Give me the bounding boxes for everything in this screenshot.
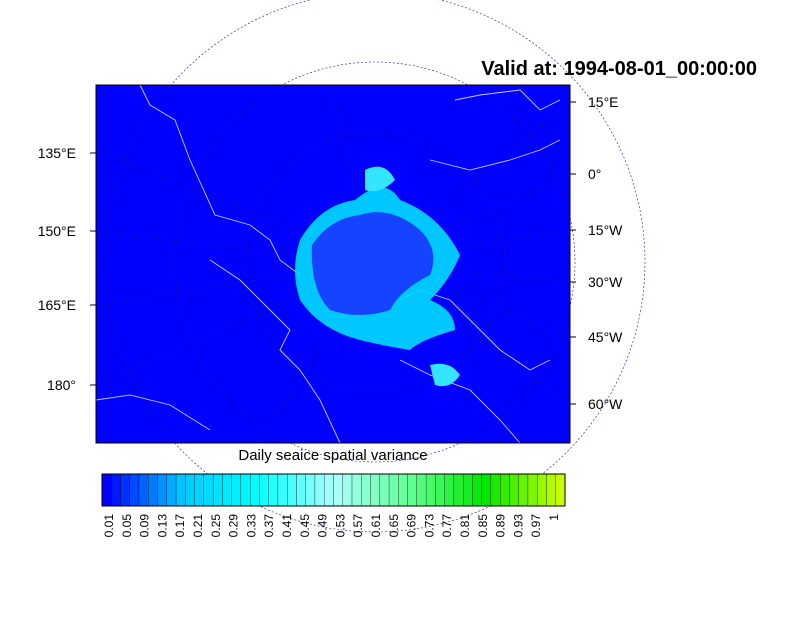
colorbar-box [111,473,121,507]
colorbar-box [388,473,399,507]
colorbar-box [444,473,455,507]
colorbar-frame [101,473,566,507]
right-label: 45°W [588,329,623,345]
colorbar-label: 0.41 [280,514,294,538]
map-frame [95,84,571,444]
right-label: 15°W [588,222,623,238]
colorbar-box [231,473,242,507]
colorbar-box [203,473,214,507]
right-label: 0° [588,166,601,182]
colorbar-box [268,473,279,507]
colorbar-label: 0.37 [262,514,276,538]
left-label: 165°E [38,297,76,313]
left-label: 180° [47,377,76,393]
colorbar: 0.01 0.05 0.09 0.13 0.17 0.21 0.25 0.29 0.33 0.37… [101,473,566,538]
colorbar-box [416,473,427,507]
colorbar-label: 0.45 [298,514,312,538]
colorbar-box [212,473,223,507]
colorbar-label: 0.25 [209,514,223,538]
colorbar-box [101,473,112,507]
colorbar-label: 0.61 [369,514,383,538]
colorbar-label: 0.09 [138,514,152,538]
colorbar-box [175,473,186,507]
right-label: 15°E [588,94,619,110]
colorbar-box [250,473,260,507]
colorbar-box [342,473,353,507]
colorbar-box [351,473,362,507]
colorbar-label: 0.73 [422,514,436,538]
colorbar-box [324,473,334,507]
colorbar-label: 0.13 [155,514,169,538]
colorbar-box [194,473,205,507]
right-label: 30°W [588,274,623,290]
colorbar-box [509,473,519,507]
colorbar-box [157,473,167,507]
map [95,0,646,533]
colorbar-box [361,473,371,507]
colorbar-box [333,473,343,507]
colorbar-label: 0.33 [244,514,258,538]
colorbar-box [407,473,417,507]
colorbar-box [129,473,140,507]
colorbar-label: 0.69 [405,514,419,538]
colorbar-box [500,473,510,507]
left-label: 150°E [38,223,76,239]
colorbar-label: 0.53 [333,514,347,538]
colorbar-box [555,473,566,507]
colorbar-label: 0.29 [227,514,241,538]
colorbar-box [259,473,269,507]
colorbar-box [222,473,232,507]
colorbar-box [120,473,130,507]
colorbar-box [287,473,297,507]
colorbar-box [472,473,482,507]
colorbar-box [546,473,556,507]
colorbar-box [379,473,390,507]
colorbar-box [185,473,195,507]
colorbar-label: 0.49 [316,514,330,538]
colorbar-label: 0.21 [191,514,205,538]
colorbar-box [138,473,149,507]
colorbar-label: 0.65 [387,514,401,538]
colorbar-box [370,473,380,507]
colorbar-box [481,473,492,507]
colorbar-label: 0.57 [351,514,365,538]
colorbar-label: 0.81 [458,514,472,538]
colorbar-box [296,473,306,507]
colorbar-box [435,473,445,507]
colorbar-box [240,473,251,507]
colorbar-box [148,473,158,507]
colorbar-box [527,473,538,507]
colorbar-box [314,473,325,507]
colorbar-label: 1 [547,514,561,521]
title: Valid at: 1994-08-01_00:00:00 [481,58,757,80]
colorbar-box [518,473,529,507]
colorbar-label: 0.17 [173,514,187,538]
colorbar-box [166,473,177,507]
colorbar-box [425,473,436,507]
colorbar-label: 0.01 [102,514,116,538]
sea-ice [295,166,460,387]
left-label: 135°E [38,145,76,161]
colorbar-box [277,473,288,507]
colorbar-label: 0.89 [494,514,508,538]
colorbar-box [305,473,316,507]
colorbar-box [490,473,501,507]
colorbar-box [398,473,408,507]
coastlines [95,84,561,444]
colorbar-label: 0.93 [511,514,525,538]
map-labels: 135°E 150°E 165°E 180° 15°E 0° 15°W 30°W 45°W 60°… [38,94,623,412]
colorbar-label: 0.85 [476,514,490,538]
colorbar-box [537,473,547,507]
colorbar-title: Daily seaice spatial variance [238,447,427,464]
colorbar-label: 0.97 [529,514,543,538]
right-label: 60°W [588,396,623,412]
colorbar-box [462,473,473,507]
colorbar-label: 0.77 [440,514,454,538]
colorbar-box [453,473,464,507]
colorbar-label: 0.05 [120,514,134,538]
